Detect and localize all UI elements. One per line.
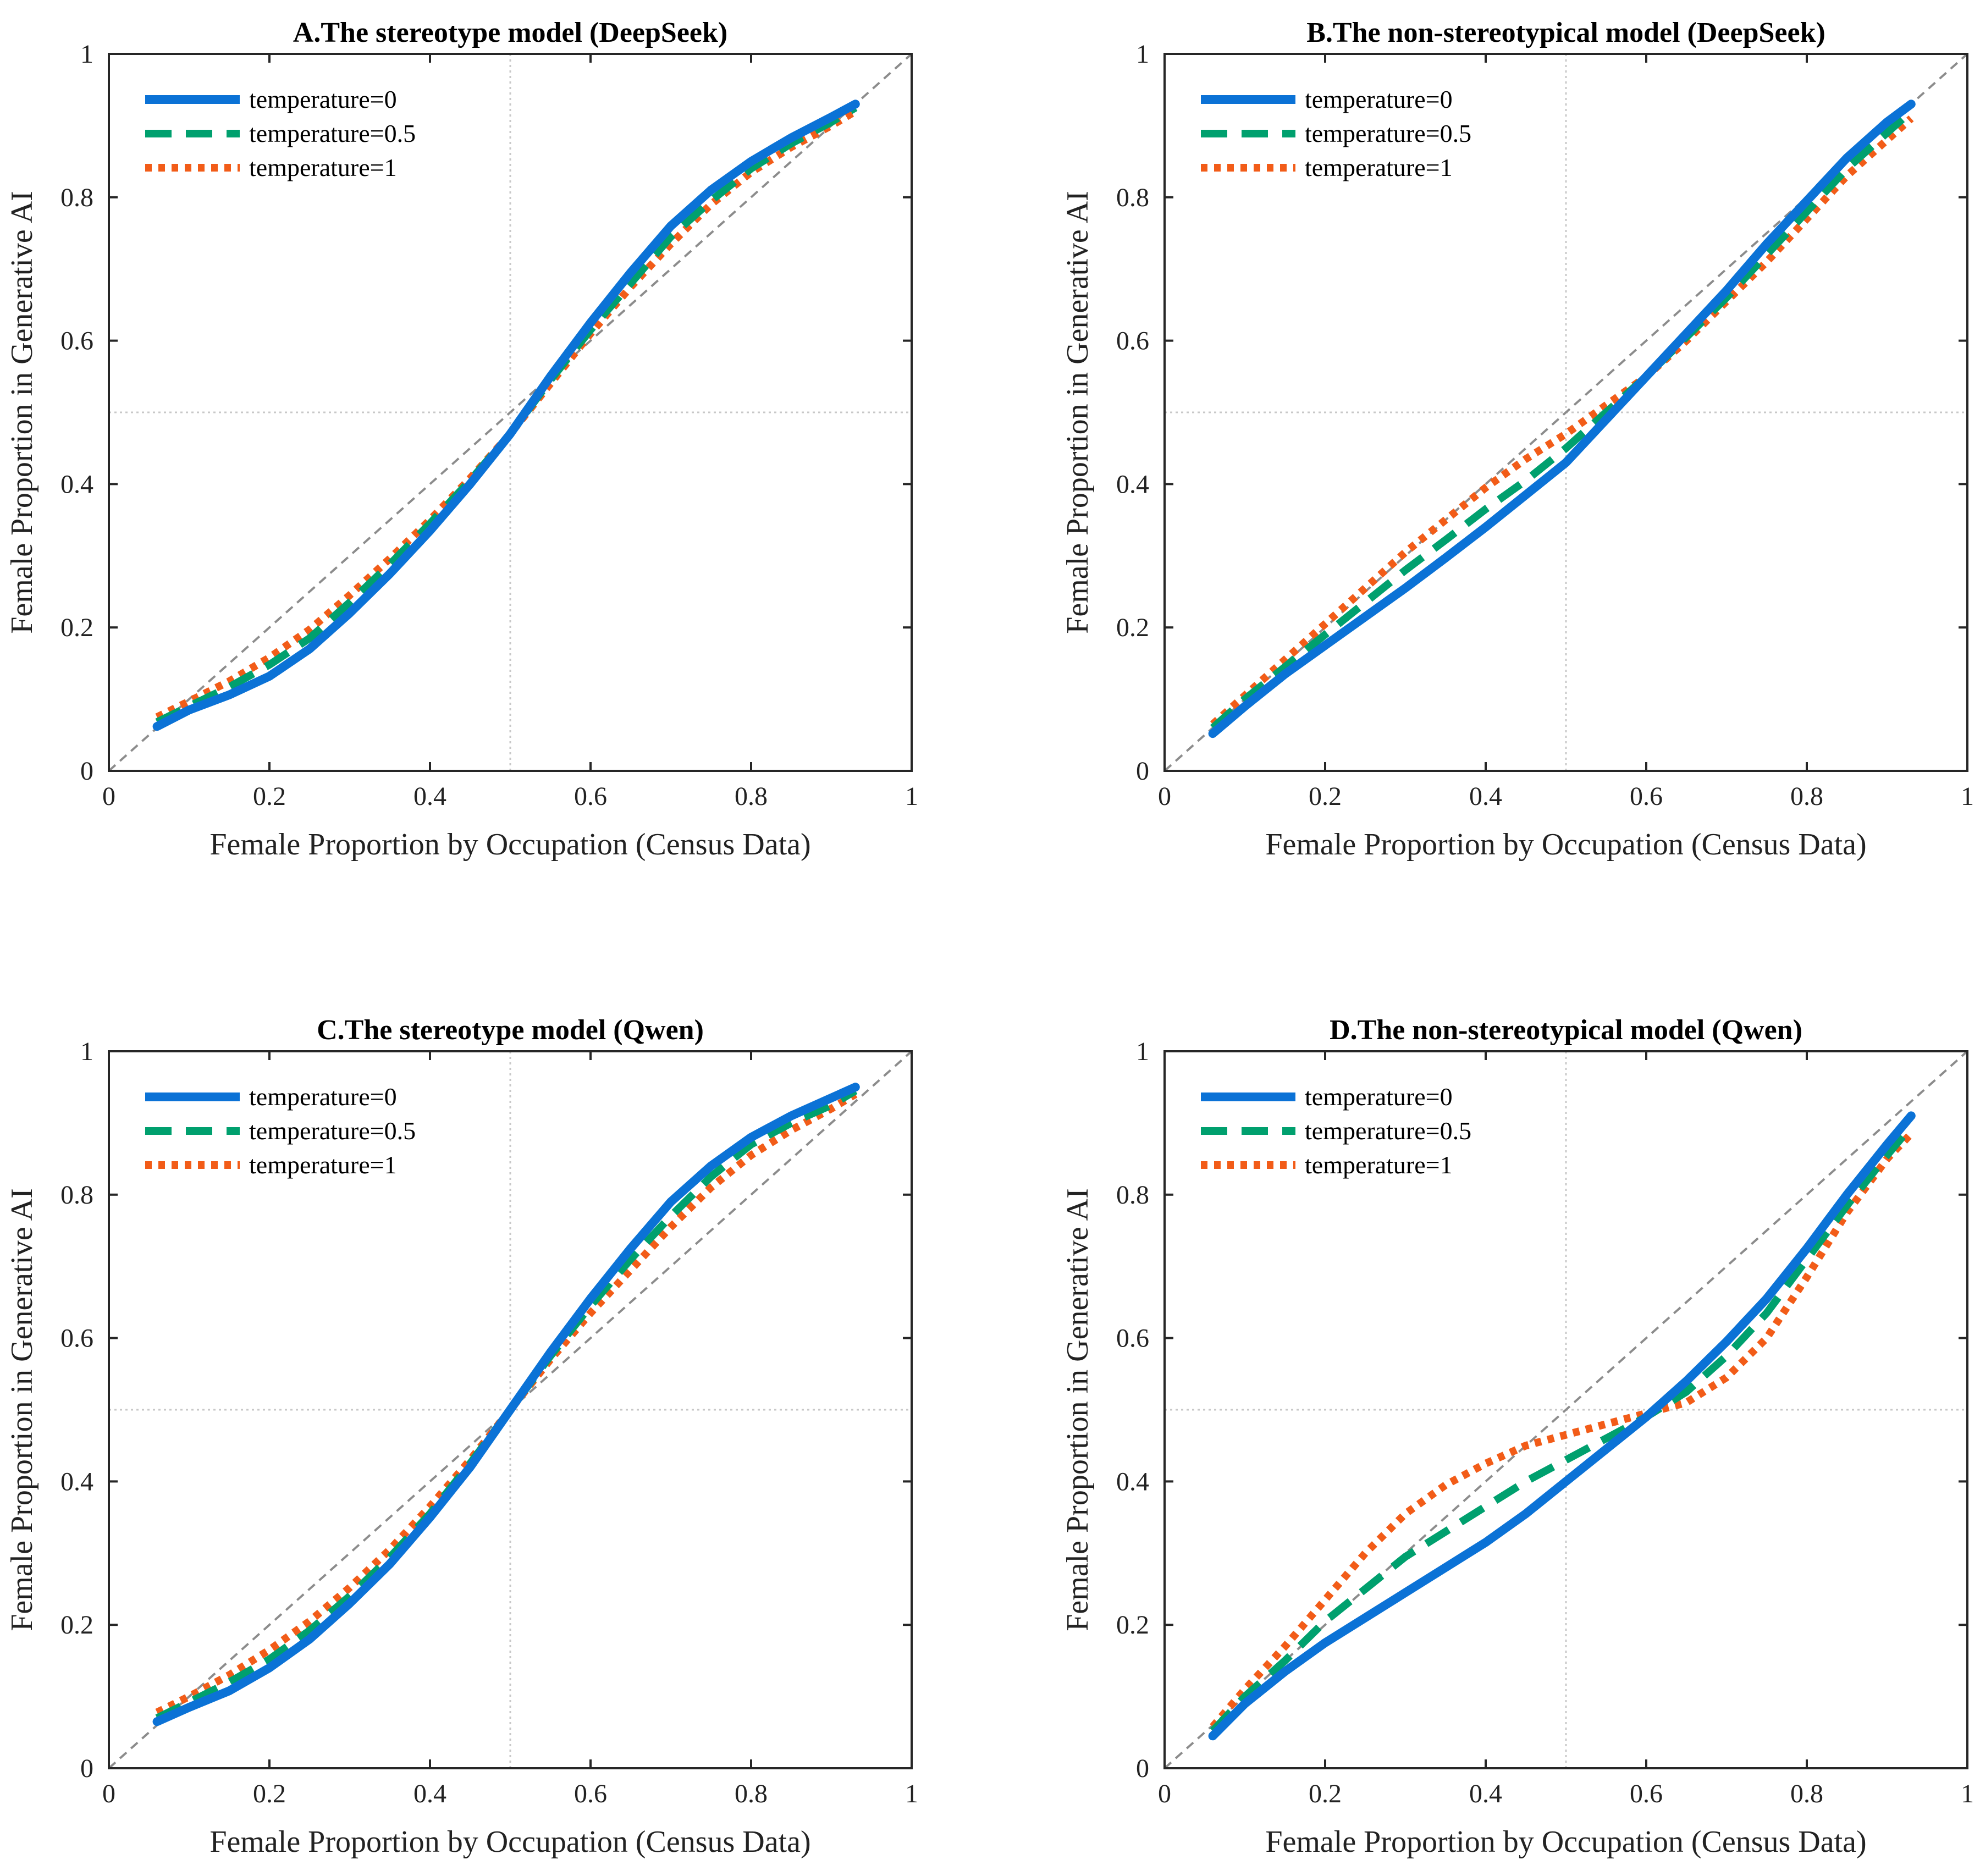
y-axis-label: Female Proportion in Generative AI bbox=[1061, 1188, 1095, 1631]
legend-label: temperature=0.5 bbox=[249, 1117, 416, 1145]
series-line-temperature-0 bbox=[1208, 100, 1916, 738]
y-tick-label: 1 bbox=[1136, 40, 1149, 69]
chart-panel-a: 00 0.2 0.2 0.4 0.4 0.6 0.6 0.8 0.8 1 1 A.The stereo… bbox=[5, 17, 918, 862]
x-tick-label: 0.8 bbox=[1790, 782, 1823, 811]
x-tick-label: 0.8 bbox=[735, 782, 768, 811]
series-line-temperature-0 bbox=[1208, 1111, 1916, 1741]
axes-frame bbox=[1163, 1050, 1968, 1769]
x-axis-label: Female Proportion by Occupation (Census … bbox=[209, 1825, 810, 1859]
legend-label: temperature=0 bbox=[1305, 85, 1453, 113]
x-tick-label: 0.4 bbox=[1469, 782, 1502, 811]
x-tick-label: 0.2 bbox=[253, 1779, 286, 1808]
y-tick-label: 0.8 bbox=[60, 183, 93, 212]
y-tick-label: 1 bbox=[80, 1037, 93, 1066]
y-tick-label: 0 bbox=[80, 1754, 93, 1783]
y-tick-label: 0.6 bbox=[60, 1324, 93, 1353]
series-line-temperature-0-5 bbox=[155, 1087, 858, 1721]
series-line-temperature-1 bbox=[1210, 1131, 1914, 1729]
axes-frame bbox=[108, 53, 913, 772]
legend-label: temperature=1 bbox=[1305, 153, 1453, 181]
x-axis-label: Female Proportion by Occupation (Census … bbox=[209, 827, 810, 862]
y-axis-label: Female Proportion in Generative AI bbox=[5, 191, 39, 634]
y-tick-label: 0.6 bbox=[60, 327, 93, 356]
legend: temperature=0 temperature=0.5 temperature=… bbox=[145, 1083, 416, 1179]
y-tick-label: 0.8 bbox=[1116, 183, 1149, 212]
chart-title: B.The non-stereotypical model (DeepSeek) bbox=[1306, 17, 1825, 48]
legend-label: temperature=0 bbox=[249, 85, 397, 113]
axes-frame bbox=[1163, 53, 1968, 772]
x-tick-label: 0.2 bbox=[253, 782, 286, 811]
legend-label: temperature=1 bbox=[249, 1151, 397, 1179]
x-tick-label: 0.4 bbox=[413, 1779, 446, 1808]
chart-title: A.The stereotype model (DeepSeek) bbox=[293, 17, 727, 48]
y-tick-label: 1 bbox=[1136, 1037, 1149, 1066]
x-axis-label: Female Proportion by Occupation (Census … bbox=[1265, 827, 1866, 862]
x-tick-label: 0.8 bbox=[1790, 1779, 1823, 1808]
y-axis-label: Female Proportion in Generative AI bbox=[5, 1188, 39, 1631]
y-tick-label: 0 bbox=[1136, 757, 1149, 786]
y-tick-label: 0.4 bbox=[60, 470, 93, 499]
y-tick-label: 0.2 bbox=[1116, 1610, 1149, 1640]
x-tick-label: 0.2 bbox=[1309, 1779, 1342, 1808]
legend-label: temperature=1 bbox=[249, 153, 397, 181]
x-tick-label: 1 bbox=[905, 1779, 918, 1808]
legend-label: temperature=1 bbox=[1305, 1151, 1453, 1179]
series-line-temperature-1 bbox=[155, 1091, 858, 1716]
chart-panel-d: 00 0.2 0.2 0.4 0.4 0.6 0.6 0.8 0.8 1 1 D.The non-st… bbox=[1061, 1014, 1974, 1859]
legend-label: temperature=0.5 bbox=[1305, 119, 1471, 147]
x-tick-label: 1 bbox=[1961, 1779, 1974, 1808]
series-line-temperature-0 bbox=[152, 100, 860, 731]
legend: temperature=0 temperature=0.5 temperature=… bbox=[1201, 85, 1471, 181]
x-tick-label: 0.6 bbox=[1630, 1779, 1663, 1808]
y-tick-label: 0.8 bbox=[60, 1180, 93, 1210]
x-tick-label: 0.6 bbox=[574, 1779, 607, 1808]
y-tick-label: 0.8 bbox=[1116, 1180, 1149, 1210]
legend-label: temperature=0 bbox=[249, 1083, 397, 1111]
series-line-temperature-0-5 bbox=[1210, 108, 1914, 731]
y-tick-label: 0.2 bbox=[60, 613, 93, 642]
y-axis-label: Female Proportion in Generative AI bbox=[1061, 191, 1095, 634]
series-line-temperature-0-5 bbox=[1210, 1124, 1915, 1734]
legend-label: temperature=0.5 bbox=[1305, 1117, 1471, 1145]
y-tick-label: 0.4 bbox=[1116, 470, 1149, 499]
x-tick-label: 0 bbox=[102, 782, 115, 811]
diagonal-reference-line bbox=[1163, 1050, 1968, 1769]
series-line-temperature-1 bbox=[155, 108, 858, 721]
legend: temperature=0 temperature=0.5 temperature=… bbox=[145, 85, 416, 181]
series-line-temperature-0-5 bbox=[155, 104, 858, 726]
chart-panel-c: 00 0.2 0.2 0.4 0.4 0.6 0.6 0.8 0.8 1 1 C.The stereo… bbox=[5, 1014, 918, 1859]
y-tick-label: 1 bbox=[80, 40, 93, 69]
x-tick-label: 0.4 bbox=[1469, 1779, 1502, 1808]
x-tick-label: 0 bbox=[1158, 1779, 1171, 1808]
x-tick-label: 1 bbox=[905, 782, 918, 811]
x-tick-label: 0.2 bbox=[1309, 782, 1342, 811]
chart-title: D.The non-stereotypical model (Qwen) bbox=[1330, 1014, 1802, 1046]
diagonal-reference-line bbox=[108, 53, 913, 772]
x-tick-label: 0.8 bbox=[735, 1779, 768, 1808]
x-tick-label: 0.6 bbox=[1630, 782, 1663, 811]
y-tick-label: 0.6 bbox=[1116, 1324, 1149, 1353]
y-tick-label: 0.4 bbox=[1116, 1467, 1149, 1496]
y-tick-label: 0.2 bbox=[1116, 613, 1149, 642]
x-tick-label: 0.6 bbox=[574, 782, 607, 811]
y-tick-label: 0.6 bbox=[1116, 327, 1149, 356]
x-axis-label: Female Proportion by Occupation (Census … bbox=[1265, 1825, 1866, 1859]
chart-panel-b: 00 0.2 0.2 0.4 0.4 0.6 0.6 0.8 0.8 1 1 B.The non-st… bbox=[1061, 17, 1974, 862]
series-line-temperature-0 bbox=[152, 1083, 860, 1726]
axes-frame bbox=[108, 1050, 913, 1769]
y-tick-label: 0 bbox=[80, 757, 93, 786]
legend: temperature=0 temperature=0.5 temperature=… bbox=[1201, 1083, 1471, 1179]
x-tick-label: 0 bbox=[102, 1779, 115, 1808]
series-line-temperature-1 bbox=[1210, 115, 1914, 727]
y-tick-label: 0.4 bbox=[60, 1467, 93, 1496]
y-tick-label: 0.2 bbox=[60, 1610, 93, 1640]
x-tick-label: 0.4 bbox=[413, 782, 446, 811]
chart-title: C.The stereotype model (Qwen) bbox=[317, 1014, 704, 1046]
legend-label: temperature=0.5 bbox=[249, 119, 416, 147]
y-tick-label: 0 bbox=[1136, 1754, 1149, 1783]
x-tick-label: 0 bbox=[1158, 782, 1171, 811]
x-tick-label: 1 bbox=[1961, 782, 1974, 811]
legend-label: temperature=0 bbox=[1305, 1083, 1453, 1111]
